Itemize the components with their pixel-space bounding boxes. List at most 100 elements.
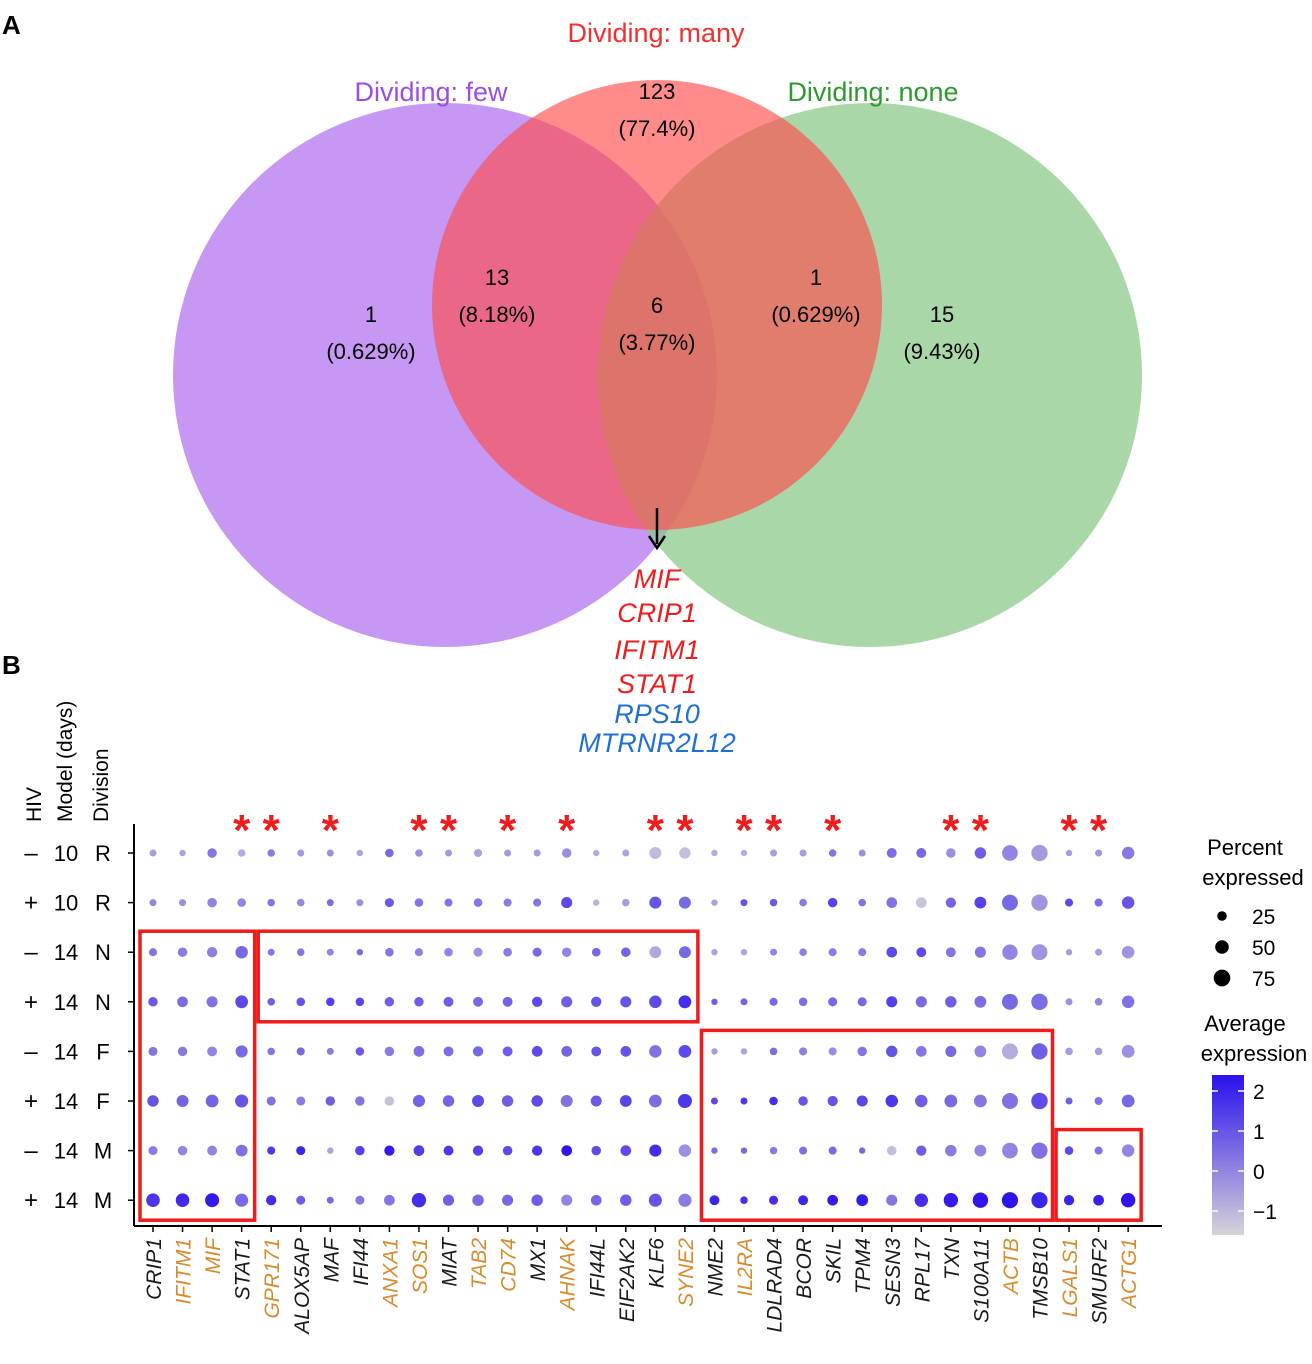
dot-skil-row1 — [827, 897, 838, 908]
dot-nme2-row3 — [711, 998, 718, 1005]
dot-anxa1-row6 — [384, 1145, 395, 1156]
dot-tmsb10-row0 — [1031, 844, 1048, 862]
dot-smurf2-row7 — [1093, 1194, 1104, 1206]
dot-crip1-row7 — [146, 1193, 160, 1207]
dot-rpl17-row1 — [915, 897, 927, 908]
dot-crip1-row4 — [148, 1046, 158, 1056]
color-legend-label: 1 — [1253, 1121, 1265, 1144]
dot-bcor-row0 — [799, 849, 807, 857]
dot-sos1-row1 — [414, 898, 424, 907]
significance-star-miat: * — [440, 806, 458, 855]
dot-ifi44-row4 — [355, 1047, 365, 1056]
row-division-4: F — [96, 1039, 109, 1064]
highlight-box-1 — [256, 929, 700, 1024]
dot-bcor-row6 — [799, 1146, 808, 1155]
dot-gpr171-row7 — [266, 1195, 277, 1206]
row-days-3: 14 — [54, 990, 78, 1015]
dot-sesn3-row4 — [886, 1045, 898, 1058]
gene-label-sos1: SOS1 — [409, 1238, 432, 1294]
dot-ifi44-row1 — [356, 899, 364, 907]
dot-bcor-row7 — [798, 1195, 809, 1206]
dot-rpl17-row6 — [916, 1145, 927, 1156]
gene-label-alox5ap: ALOX5AP — [291, 1238, 314, 1336]
dot-sesn3-row6 — [887, 1145, 897, 1156]
dot-stat1-row3 — [235, 995, 249, 1009]
dot-miat-row1 — [444, 898, 453, 907]
dot-maf-row4 — [326, 1047, 334, 1055]
dot-ifitm1-row5 — [176, 1095, 189, 1107]
gene-label-ahnak: AHNAK — [557, 1237, 580, 1312]
dot-stat1-row0 — [237, 849, 246, 857]
dot-tpm4-row4 — [857, 1046, 867, 1057]
gene-label-eif2ak2: EIF2AK2 — [616, 1238, 639, 1322]
dot-tab2-row2 — [473, 947, 483, 957]
row-hiv-6: – — [24, 1138, 38, 1165]
dot-syne2-row1 — [678, 896, 691, 909]
gene-label-rpl17: RPL17 — [911, 1237, 934, 1303]
gene-label-mx1: MX1 — [527, 1238, 550, 1281]
dot-tmsb10-row2 — [1031, 944, 1048, 961]
gene-label-stat1: STAT1 — [232, 1238, 255, 1300]
significance-star-skil: * — [824, 806, 842, 855]
dot-nme2-row1 — [711, 899, 718, 906]
row-division-2: N — [95, 940, 111, 965]
dot-ahnak-row7 — [561, 1194, 573, 1206]
venn-region-many-none-pct: (0.629%) — [771, 302, 860, 327]
dot-mif-row4 — [207, 1046, 218, 1057]
row-division-6: M — [94, 1139, 112, 1164]
row-header-2: Division — [90, 748, 113, 822]
color-legend-label: −1 — [1253, 1201, 1277, 1224]
dot-ifi44-row3 — [355, 997, 365, 1007]
dot-cd74-row2 — [503, 947, 512, 957]
gene-label-ifi44l: IFI44L — [586, 1238, 609, 1298]
row-hiv-2: – — [24, 939, 38, 966]
dot-rpl17-row5 — [915, 1094, 928, 1108]
dot-anxa1-row1 — [384, 898, 394, 908]
gene-label-klf6: KLF6 — [645, 1238, 668, 1289]
venn-label-many: Dividing: many — [567, 18, 745, 48]
venn-region-all-count: 6 — [651, 293, 663, 318]
significance-star-s100a11: * — [972, 806, 990, 855]
dot-ifitm1-row3 — [177, 996, 188, 1008]
dot-actb-row7 — [1001, 1192, 1019, 1209]
dot-il2ra-row5 — [740, 1097, 748, 1105]
dot-smurf2-row6 — [1094, 1146, 1103, 1155]
dot-il2ra-row1 — [740, 899, 748, 907]
dot-alox5ap-row7 — [296, 1195, 306, 1205]
dot-stat1-row1 — [237, 898, 246, 907]
gene-label-ifitm1: IFITM1 — [173, 1238, 196, 1305]
dot-actg1-row3 — [1121, 995, 1135, 1009]
dot-skil-row6 — [828, 1146, 837, 1155]
dot-il2ra-row6 — [740, 1147, 748, 1154]
dot-sos1-row7 — [411, 1193, 427, 1208]
dot-plot: HIV Model (days) Division– 10 R+ 10 R– 14 N+ 14 N–… — [23, 701, 1162, 1336]
dot-nme2-row2 — [711, 949, 718, 956]
dot-sos1-row4 — [413, 1046, 425, 1057]
dot-smurf2-row2 — [1095, 948, 1103, 956]
dot-actb-row1 — [1001, 894, 1018, 911]
dot-ldlrad4-row6 — [769, 1146, 778, 1155]
dot-smurf2-row5 — [1094, 1096, 1103, 1106]
dot-ahnak-row4 — [561, 1046, 573, 1057]
dot-klf6-row7 — [648, 1193, 662, 1207]
legends: Percent expressed 25 50 75 Average expression −… — [1201, 835, 1307, 1235]
gene-label-lgals1: LGALS1 — [1059, 1238, 1082, 1317]
dot-smurf2-row0 — [1095, 849, 1103, 857]
dot-eif2ak2-row7 — [620, 1194, 632, 1206]
color-legend-title-2: expression — [1201, 1041, 1307, 1066]
venn-region-few-many-pct: (8.18%) — [458, 302, 535, 327]
dot-actg1-row0 — [1121, 846, 1135, 860]
dot-nme2-row5 — [710, 1097, 718, 1105]
dot-txn-row2 — [945, 947, 956, 958]
dot-mif-row6 — [207, 1145, 218, 1156]
dot-syne2-row6 — [678, 1144, 692, 1157]
dot-ifi44-row2 — [356, 949, 364, 956]
dot-eif2ak2-row6 — [620, 1145, 632, 1156]
color-legend-bar — [1212, 1075, 1244, 1235]
dot-smurf2-row4 — [1094, 1047, 1103, 1056]
dot-mx1-row6 — [531, 1145, 543, 1156]
significance-star-maf: * — [322, 806, 340, 855]
dot-miat-row2 — [444, 947, 453, 957]
dot-s100a11-row1 — [974, 896, 987, 909]
dot-mx1-row0 — [533, 849, 541, 857]
